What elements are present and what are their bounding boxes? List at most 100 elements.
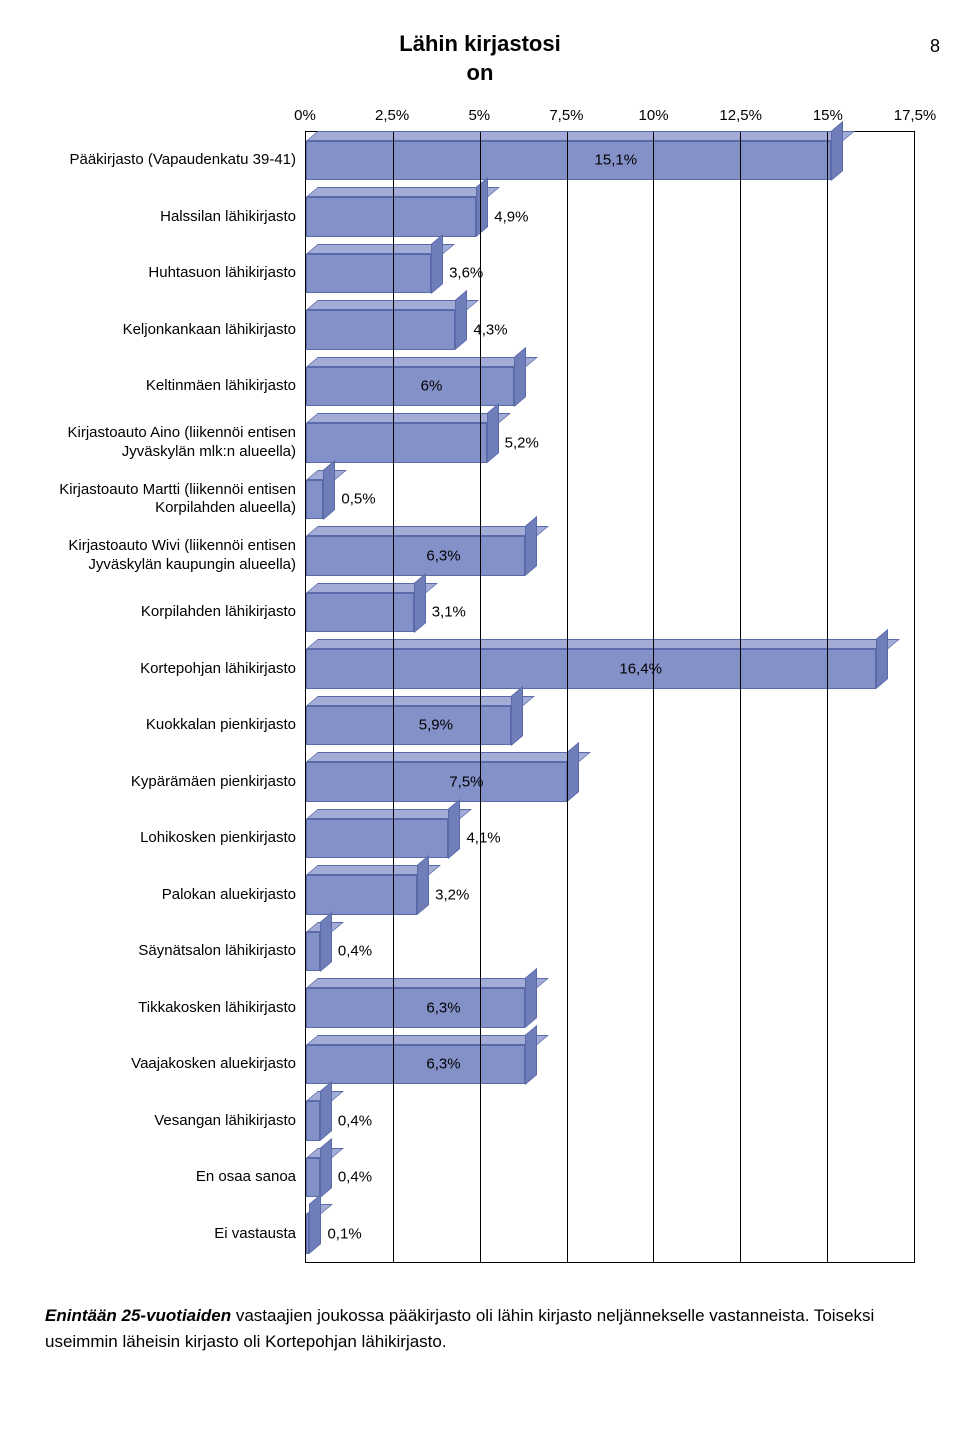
- gridline: [393, 132, 394, 1262]
- y-axis-label: Huhtasuon lähikirjasto: [36, 245, 296, 302]
- bar-front-face: [306, 367, 514, 407]
- footer-bold: Enintään 25-vuotiaiden: [45, 1306, 231, 1325]
- bar-wrap: 5,2%: [306, 415, 914, 472]
- bar-value-label: 15,1%: [595, 152, 638, 169]
- y-axis-label: Kirjastoauto Martti (liikennöi entisen K…: [36, 471, 296, 528]
- bar: [306, 480, 323, 520]
- bar: [306, 423, 487, 463]
- bar: [306, 1045, 525, 1085]
- bar-row: 5,9%: [306, 697, 914, 754]
- plot: Pääkirjasto (Vapaudenkatu 39-41)Halssila…: [305, 131, 915, 1263]
- bar-row: 0,1%: [306, 1206, 914, 1263]
- bar-wrap: 16,4%: [306, 641, 914, 698]
- bar-top-face: [306, 978, 549, 988]
- x-tick-label: 7,5%: [549, 107, 583, 124]
- bar-value-label: 6%: [421, 378, 443, 395]
- x-tick-label: 5%: [468, 107, 490, 124]
- bar-row: 0,4%: [306, 1093, 914, 1150]
- bar-front-face: [306, 1101, 320, 1141]
- y-axis-label: Palokan aluekirjasto: [36, 867, 296, 924]
- bar-value-label: 6,3%: [426, 547, 460, 564]
- bar-row: 16,4%: [306, 641, 914, 698]
- bar-row: 5,2%: [306, 415, 914, 472]
- bar-front-face: [306, 988, 525, 1028]
- bar-top-face: [306, 639, 900, 649]
- bar-side-face: [476, 177, 488, 237]
- bar-wrap: 4,9%: [306, 189, 914, 246]
- bar-value-label: 0,4%: [338, 943, 372, 960]
- bar-row: 3,6%: [306, 245, 914, 302]
- bar-top-face: [306, 526, 549, 536]
- bar-wrap: 0,5%: [306, 471, 914, 528]
- bar-top-face: [306, 1035, 549, 1045]
- bar-wrap: 5,9%: [306, 697, 914, 754]
- bar-value-label: 4,9%: [494, 208, 528, 225]
- bar-side-face: [414, 573, 426, 633]
- page-number: 8: [930, 36, 940, 57]
- bar-side-face: [455, 290, 467, 350]
- bar-side-face: [876, 629, 888, 689]
- bar-side-face: [514, 347, 526, 407]
- bar-row: 7,5%: [306, 754, 914, 811]
- bar-wrap: 6,3%: [306, 1036, 914, 1093]
- bar-side-face: [320, 912, 332, 972]
- bar-wrap: 3,6%: [306, 245, 914, 302]
- bar-value-label: 3,1%: [432, 604, 466, 621]
- bar-row: 6,3%: [306, 528, 914, 585]
- y-axis-label: Halssilan lähikirjasto: [36, 189, 296, 246]
- bar-side-face: [431, 234, 443, 294]
- bar-value-label: 0,5%: [341, 491, 375, 508]
- bar-front-face: [306, 1045, 525, 1085]
- bar-side-face: [448, 799, 460, 859]
- bar-side-face: [525, 516, 537, 576]
- y-axis-label: Tikkakosken lähikirjasto: [36, 980, 296, 1037]
- x-tick-label: 10%: [639, 107, 669, 124]
- x-tick-label: 12,5%: [719, 107, 762, 124]
- bar-value-label: 3,2%: [435, 886, 469, 903]
- bar-row: 3,1%: [306, 584, 914, 641]
- bar-top-face: [306, 357, 538, 367]
- bar-side-face: [487, 403, 499, 463]
- bar-wrap: 6%: [306, 358, 914, 415]
- bar-row: 4,9%: [306, 189, 914, 246]
- bar-row: 6,3%: [306, 1036, 914, 1093]
- gridline: [740, 132, 741, 1262]
- bar-wrap: 0,4%: [306, 1149, 914, 1206]
- bar-value-label: 7,5%: [449, 773, 483, 790]
- bar-row: 15,1%: [306, 132, 914, 189]
- bar-value-label: 5,2%: [505, 434, 539, 451]
- bar-side-face: [525, 968, 537, 1028]
- bar-row: 6,3%: [306, 980, 914, 1037]
- gridline: [567, 132, 568, 1262]
- bar-row: 4,1%: [306, 810, 914, 867]
- bar-top-face: [306, 187, 500, 197]
- y-axis-label: Kypärämäen pienkirjasto: [36, 754, 296, 811]
- y-axis-label: Lohikosken pienkirjasto: [36, 810, 296, 867]
- y-axis-label: Kuokkalan pienkirjasto: [36, 697, 296, 754]
- y-axis-label: Ei vastausta: [36, 1206, 296, 1263]
- y-axis-label: Kirjastoauto Aino (liikennöi entisen Jyv…: [36, 415, 296, 472]
- chart-area: 0%2,5%5%7,5%10%12,5%15%17,5% Pääkirjasto…: [305, 107, 915, 1263]
- bar-value-label: 0,4%: [338, 1112, 372, 1129]
- bar-front-face: [306, 310, 455, 350]
- bar: [306, 1101, 320, 1141]
- bar-front-face: [306, 875, 417, 915]
- bar-value-label: 4,1%: [466, 830, 500, 847]
- x-tick-label: 15%: [813, 107, 843, 124]
- bar-front-face: [306, 762, 567, 802]
- bar-row: 4,3%: [306, 302, 914, 359]
- bar-wrap: 3,2%: [306, 867, 914, 924]
- bar-front-face: [306, 423, 487, 463]
- bar-side-face: [511, 686, 523, 746]
- bar-wrap: 0,4%: [306, 923, 914, 980]
- bar: [306, 254, 431, 294]
- y-axis-labels: Pääkirjasto (Vapaudenkatu 39-41)Halssila…: [36, 132, 306, 1262]
- bar-value-label: 6,3%: [426, 999, 460, 1016]
- bar: [306, 762, 567, 802]
- bar-side-face: [309, 1194, 321, 1254]
- bar-value-label: 6,3%: [426, 1056, 460, 1073]
- bar-front-face: [306, 932, 320, 972]
- bar-wrap: 4,1%: [306, 810, 914, 867]
- bar-side-face: [320, 1081, 332, 1141]
- bar: [306, 367, 514, 407]
